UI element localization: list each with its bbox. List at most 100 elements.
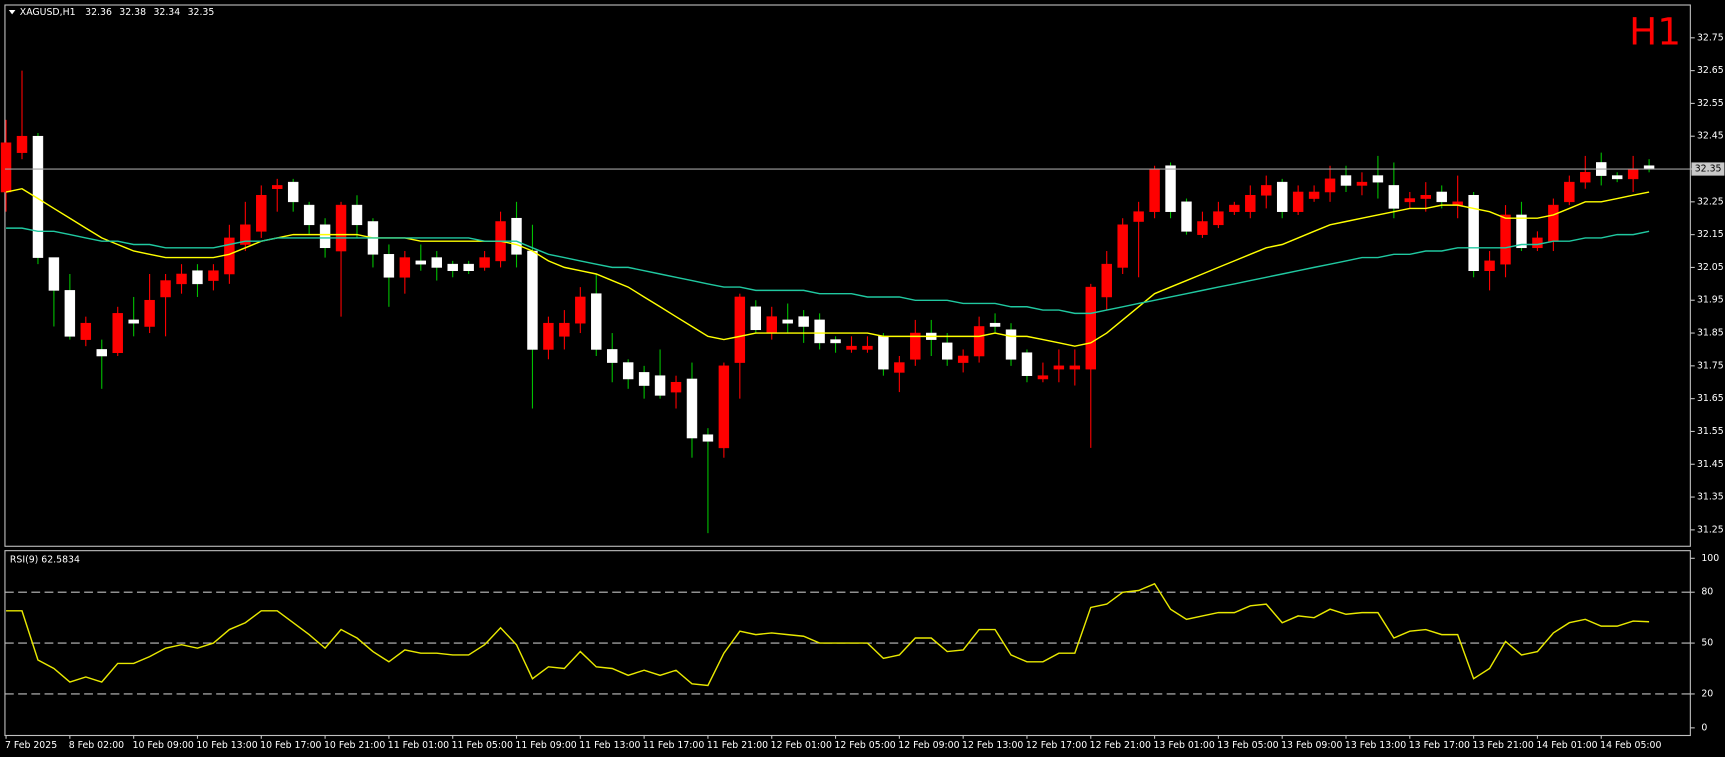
candle-body: [1611, 175, 1623, 180]
high-value: 32.38: [119, 7, 146, 18]
x-tick-label: 11 Feb 05:00: [452, 740, 513, 751]
candle-body: [559, 322, 570, 337]
x-tick-label: 10 Feb 13:00: [196, 740, 257, 751]
open-value: 32.36: [85, 7, 112, 18]
candle-body: [702, 434, 714, 442]
candle-body: [287, 181, 299, 203]
x-tick-label: 11 Feb 13:00: [579, 740, 640, 751]
x-tick-label: 13 Feb 01:00: [1153, 740, 1214, 751]
x-tick-label: 13 Feb 05:00: [1217, 740, 1278, 751]
candle-body: [591, 293, 602, 350]
candle-body: [144, 299, 155, 327]
y-tick-label: 32.65: [1697, 65, 1724, 76]
candle-body: [272, 185, 283, 189]
y-tick-label: 32.55: [1697, 98, 1724, 109]
candle-body: [1324, 178, 1336, 193]
candle-body: [1245, 194, 1256, 212]
candle-body: [319, 224, 331, 249]
candle-body: [814, 319, 825, 344]
candle-body: [96, 349, 107, 357]
moving-average: [6, 227, 1650, 315]
x-tick-label: 12 Feb 09:00: [898, 740, 959, 751]
candle-body: [686, 378, 698, 439]
x-tick-label: 10 Feb 17:00: [260, 740, 321, 751]
y-tick-label: 32.05: [1697, 262, 1724, 273]
candle-body: [112, 313, 123, 354]
candle-body: [64, 290, 76, 337]
candle-body: [1388, 185, 1400, 209]
candle-body: [80, 322, 92, 340]
candle-body: [766, 316, 777, 334]
y-tick-label: 100: [1701, 553, 1719, 564]
x-tick-label: 12 Feb 21:00: [1090, 740, 1151, 751]
rsi-title: RSI(9) 62.5834: [10, 555, 80, 566]
y-tick-label: 0: [1701, 722, 1707, 733]
candle-body: [1340, 175, 1352, 186]
candle-body: [1117, 224, 1128, 268]
x-tick-label: 11 Feb 01:00: [388, 740, 449, 751]
candle-body: [303, 204, 315, 226]
y-tick-label: 50: [1701, 638, 1713, 649]
candle-body: [543, 322, 554, 350]
candle-body: [878, 336, 889, 370]
x-tick-label: 12 Feb 13:00: [962, 740, 1023, 751]
x-tick-label: 8 Feb 02:00: [69, 740, 124, 751]
candle-body: [1548, 204, 1559, 242]
candle-body: [910, 332, 921, 360]
close-value: 32.35: [188, 7, 215, 18]
y-tick-label: 31.95: [1697, 295, 1724, 306]
candle-body: [575, 296, 586, 324]
low-value: 32.34: [153, 7, 180, 18]
candle-body: [383, 254, 395, 278]
x-tick-label: 10 Feb 09:00: [133, 740, 194, 751]
candle-body: [941, 342, 953, 360]
candle-body: [1101, 263, 1112, 298]
candle-body: [208, 270, 219, 281]
candle-body: [1564, 181, 1575, 203]
candle-body: [176, 273, 187, 285]
candle-body: [1627, 168, 1639, 180]
candle-body: [1308, 191, 1320, 199]
price-panel: [4, 4, 1691, 547]
candle-body: [654, 375, 666, 396]
candle-body: [1053, 365, 1065, 370]
x-tick-label: 12 Feb 05:00: [834, 740, 895, 751]
candle-body: [1133, 211, 1144, 222]
candle-body: [718, 365, 730, 449]
candle-body: [1436, 191, 1447, 203]
candle-body: [1229, 204, 1240, 212]
candle-body: [1213, 211, 1224, 226]
candle-body: [527, 250, 538, 350]
y-tick-label: 32.25: [1697, 196, 1724, 207]
candle-body: [1580, 172, 1591, 183]
candle-body: [1037, 375, 1049, 380]
candle-body: [670, 381, 682, 393]
candle-body: [431, 257, 442, 268]
candle-body: [606, 349, 618, 363]
x-tick-label: 11 Feb 17:00: [643, 740, 704, 751]
symbol: XAGUSD,H1: [20, 7, 76, 18]
rsi-line: [6, 582, 1650, 687]
candle-body: [830, 339, 841, 344]
candle-body: [1516, 214, 1527, 249]
candle-body: [1372, 175, 1384, 183]
x-tick-label: 13 Feb 13:00: [1345, 740, 1406, 751]
candle-body: [1404, 198, 1416, 203]
candle-body: [1197, 221, 1208, 235]
candle-body: [1085, 286, 1097, 370]
y-tick-label: 31.45: [1697, 459, 1724, 470]
y-tick-label: 31.55: [1697, 426, 1724, 437]
candle-body: [1532, 237, 1543, 249]
candle-body: [128, 319, 139, 324]
x-tick-label: 14 Feb 05:00: [1600, 740, 1661, 751]
candle-body: [1165, 165, 1176, 212]
y-tick-label: 31.25: [1697, 524, 1724, 535]
candle-body: [1356, 181, 1368, 186]
x-tick-label: 11 Feb 21:00: [707, 740, 768, 751]
candle-body: [335, 204, 347, 252]
candle-body: [973, 326, 985, 357]
menu-arrow[interactable]: [8, 9, 16, 15]
candle-body: [48, 257, 60, 291]
y-tick-label: 31.75: [1697, 360, 1724, 371]
candle-body: [1069, 365, 1081, 370]
